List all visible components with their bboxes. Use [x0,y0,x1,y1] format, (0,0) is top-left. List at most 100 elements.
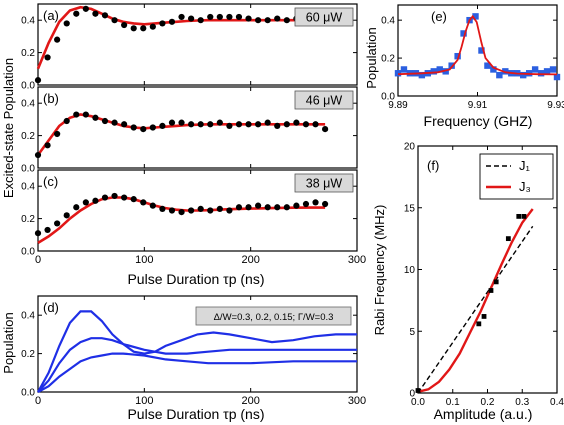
data-point [34,77,42,84]
y-tick-label: 0.2 [21,131,35,142]
data-point [478,47,485,54]
data-point [101,12,109,19]
data-point [207,121,214,128]
data-point [54,36,61,43]
data-point [63,20,70,27]
y-tick-label: 0.4 [21,99,35,110]
x-tick-label: 200 [241,254,259,266]
power-box [294,90,354,110]
y-tick-label: 0.2 [21,349,35,360]
y-tick-label: 0.0 [21,247,35,258]
data-point [54,220,61,227]
data-point [274,204,281,211]
y-tick-label: 15 [404,203,416,214]
data-point [226,13,233,21]
fit-line [37,196,326,245]
y-tick-label: 0.2 [21,48,35,59]
data-point [448,62,455,69]
y-tick-label: 0.0 [21,81,35,92]
data-point [159,122,166,129]
data-point [197,121,204,128]
data-point [130,25,137,32]
data-point [245,204,252,211]
data-point [549,66,557,73]
data-point [168,207,176,214]
legend-label-j3: J₃ [519,179,531,194]
panel-c: 0.0 0.2 0.4 0 100 200 300 (c) 38 μW [21,169,366,266]
data-point [322,200,329,208]
data-point [216,119,223,126]
data-point [312,199,319,206]
panel-label: (e) [431,9,447,24]
data-point [168,18,176,25]
data-point [168,119,176,126]
x-axis-label: Pulse Duration τp (ns) [127,271,264,287]
data-point [302,200,310,208]
data-point [140,199,147,206]
data-point [159,20,166,27]
data-point [188,207,195,214]
power-label: 46 μW [306,94,343,108]
data-point [111,119,118,126]
data-point [197,205,204,212]
data-point [34,151,42,159]
data-point [178,119,185,126]
data-point [188,121,195,128]
x-tick-label: 0.2 [481,397,495,408]
data-point [430,68,437,75]
plot-frame [37,3,358,86]
data-point [415,388,421,393]
panel-e: 0.0 0.2 0.4 9.89 9.91 9.93 (e) Population Freque… [364,4,564,129]
data-point [418,71,426,79]
data-point [63,212,70,219]
data-point [293,202,300,209]
data-point [121,21,128,29]
data-point [82,5,89,12]
y-tick-label: 10 [404,265,416,276]
data-point [178,13,185,21]
data-point [111,17,118,24]
x-tick-label: 0 [35,254,41,266]
data-point [496,71,503,79]
x-axis-label: Frequency (GHZ) [424,113,533,129]
data-point [92,197,99,204]
legend [479,153,554,200]
data-point [553,73,561,81]
y-tick-label: 0.0 [21,164,35,175]
data-point [159,205,166,212]
y-tick-label: 0.4 [21,311,35,322]
data-point [255,202,262,209]
y-axis-label: Population [364,27,379,88]
data-point [293,119,300,126]
data-point [531,66,539,73]
data-point [54,130,61,138]
panel-d: 0.0 0.2 0.4 0 100 200 300 (d) Δ/W=0.3, 0.2, 0.15… [1,295,366,422]
data-point [178,209,185,216]
y-tick-label: 0.4 [21,182,35,193]
data-point [226,122,233,129]
panel-label: (f) [427,158,439,173]
y-tick-label: 0.2 [381,54,395,65]
data-point [493,279,499,285]
data-point [283,17,290,24]
data-point [454,52,461,60]
plot-frame [37,169,358,252]
data-point [235,204,243,211]
data-point [111,192,118,200]
data-point [488,288,494,293]
panel-label: (c) [43,174,58,189]
data-point [264,17,271,24]
data-point [312,121,319,128]
x-tick-label: 0.1 [446,397,460,408]
data-point [394,70,402,77]
data-point [283,121,290,128]
x-axis-label: Amplitude (a.u.) [434,406,533,422]
data-point [521,213,527,219]
y-tick-label: 20 [404,142,416,153]
data-point [34,230,42,237]
legend-label-j1: J₁ [519,158,531,173]
data-point [274,122,281,129]
y-tick-label: 0.2 [21,214,35,225]
data-point [543,68,551,75]
series-line-j1 [417,225,534,394]
